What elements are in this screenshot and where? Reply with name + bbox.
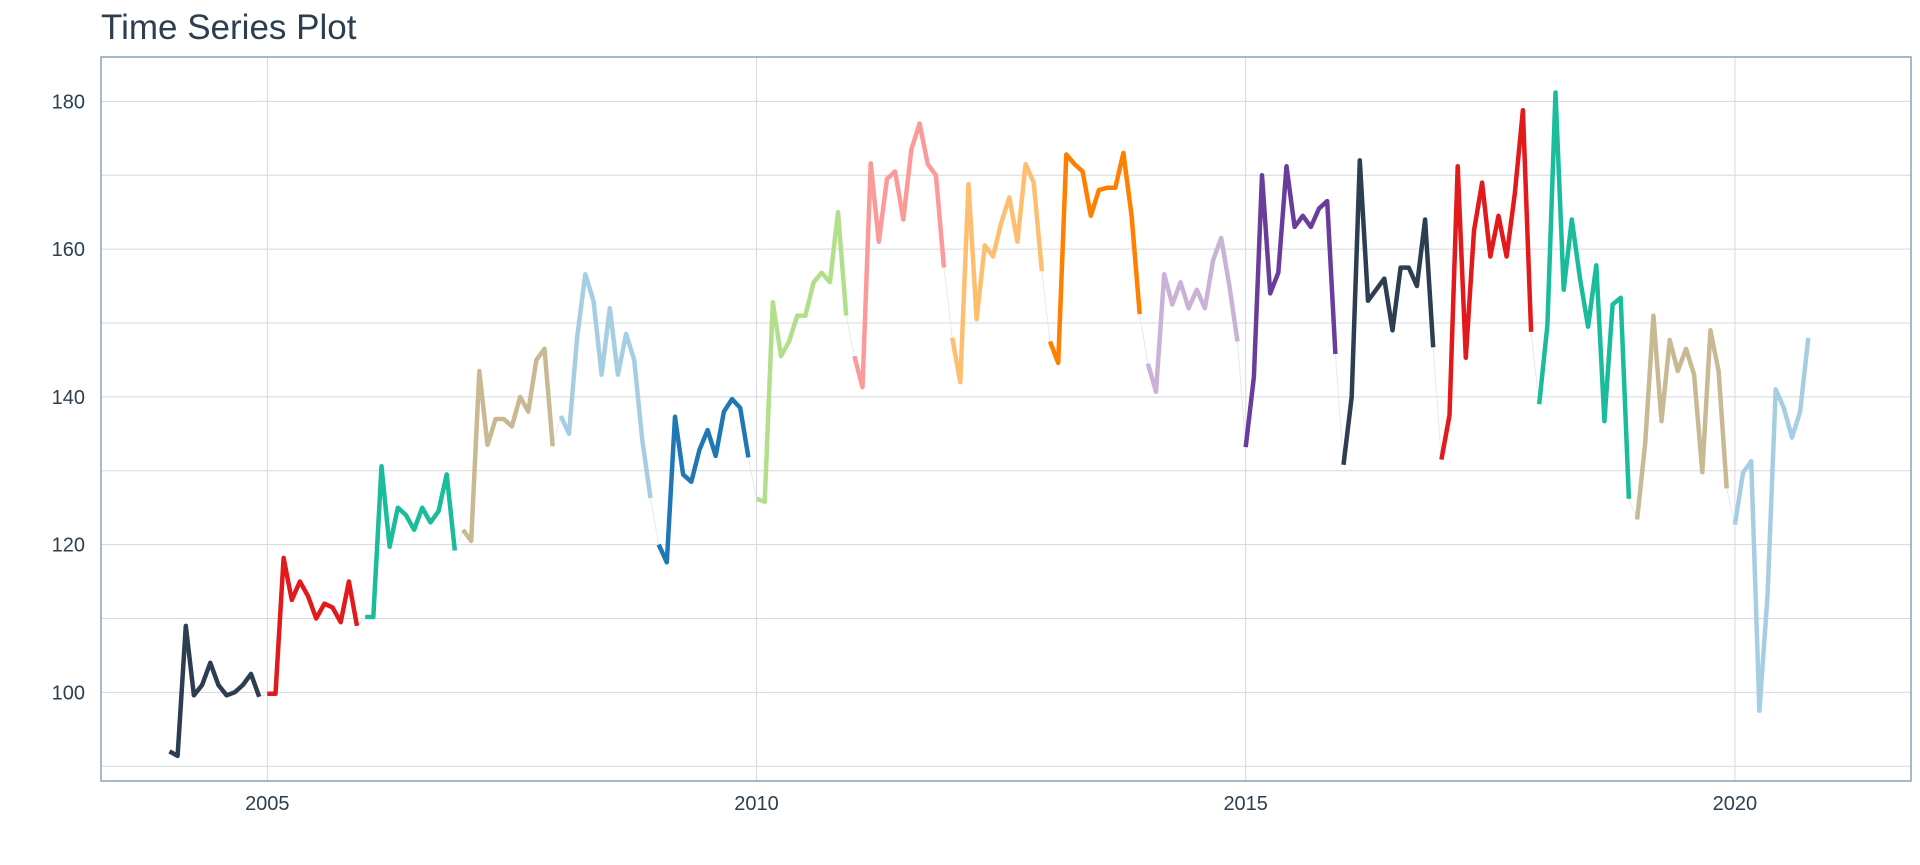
series-line-2020 [1732,337,1811,714]
y-tick-label: 100 [52,682,85,704]
series-line-2017 [1439,107,1534,461]
y-tick-label: 180 [52,91,85,113]
y-tick-label: 140 [52,387,85,409]
plot-border [100,56,1912,782]
grid-lines [101,57,1911,781]
y-tick-label: 120 [52,535,85,557]
series-line-2014 [1145,235,1240,394]
series-line-2009 [656,396,751,565]
series-line-2011 [852,121,947,390]
series-line-2010 [755,209,849,504]
connecting-line [169,92,1809,757]
series-line-2012 [949,161,1045,385]
series-line-2005 [267,555,360,697]
series-line-2006 [365,464,458,620]
series-line-2018 [1536,90,1632,499]
series-lines [168,90,1811,759]
series-line-2008 [558,271,653,499]
x-tick-label: 2020 [1713,793,1758,815]
series-line-2004 [168,623,262,759]
axis-labels: 100 120 140 160 180 2005 2010 2015 2020 [52,91,1758,815]
series-line-2013 [1047,150,1142,366]
chart-title: Time Series Plot [101,8,357,47]
series-line-2015 [1243,164,1338,448]
series-line-2019 [1634,313,1729,520]
y-tick-label: 160 [52,239,85,261]
x-tick-label: 2015 [1223,793,1268,815]
x-tick-label: 2005 [245,793,290,815]
series-line-2016 [1341,158,1436,466]
series-line-2007 [461,346,555,544]
x-tick-label: 2010 [734,793,779,815]
